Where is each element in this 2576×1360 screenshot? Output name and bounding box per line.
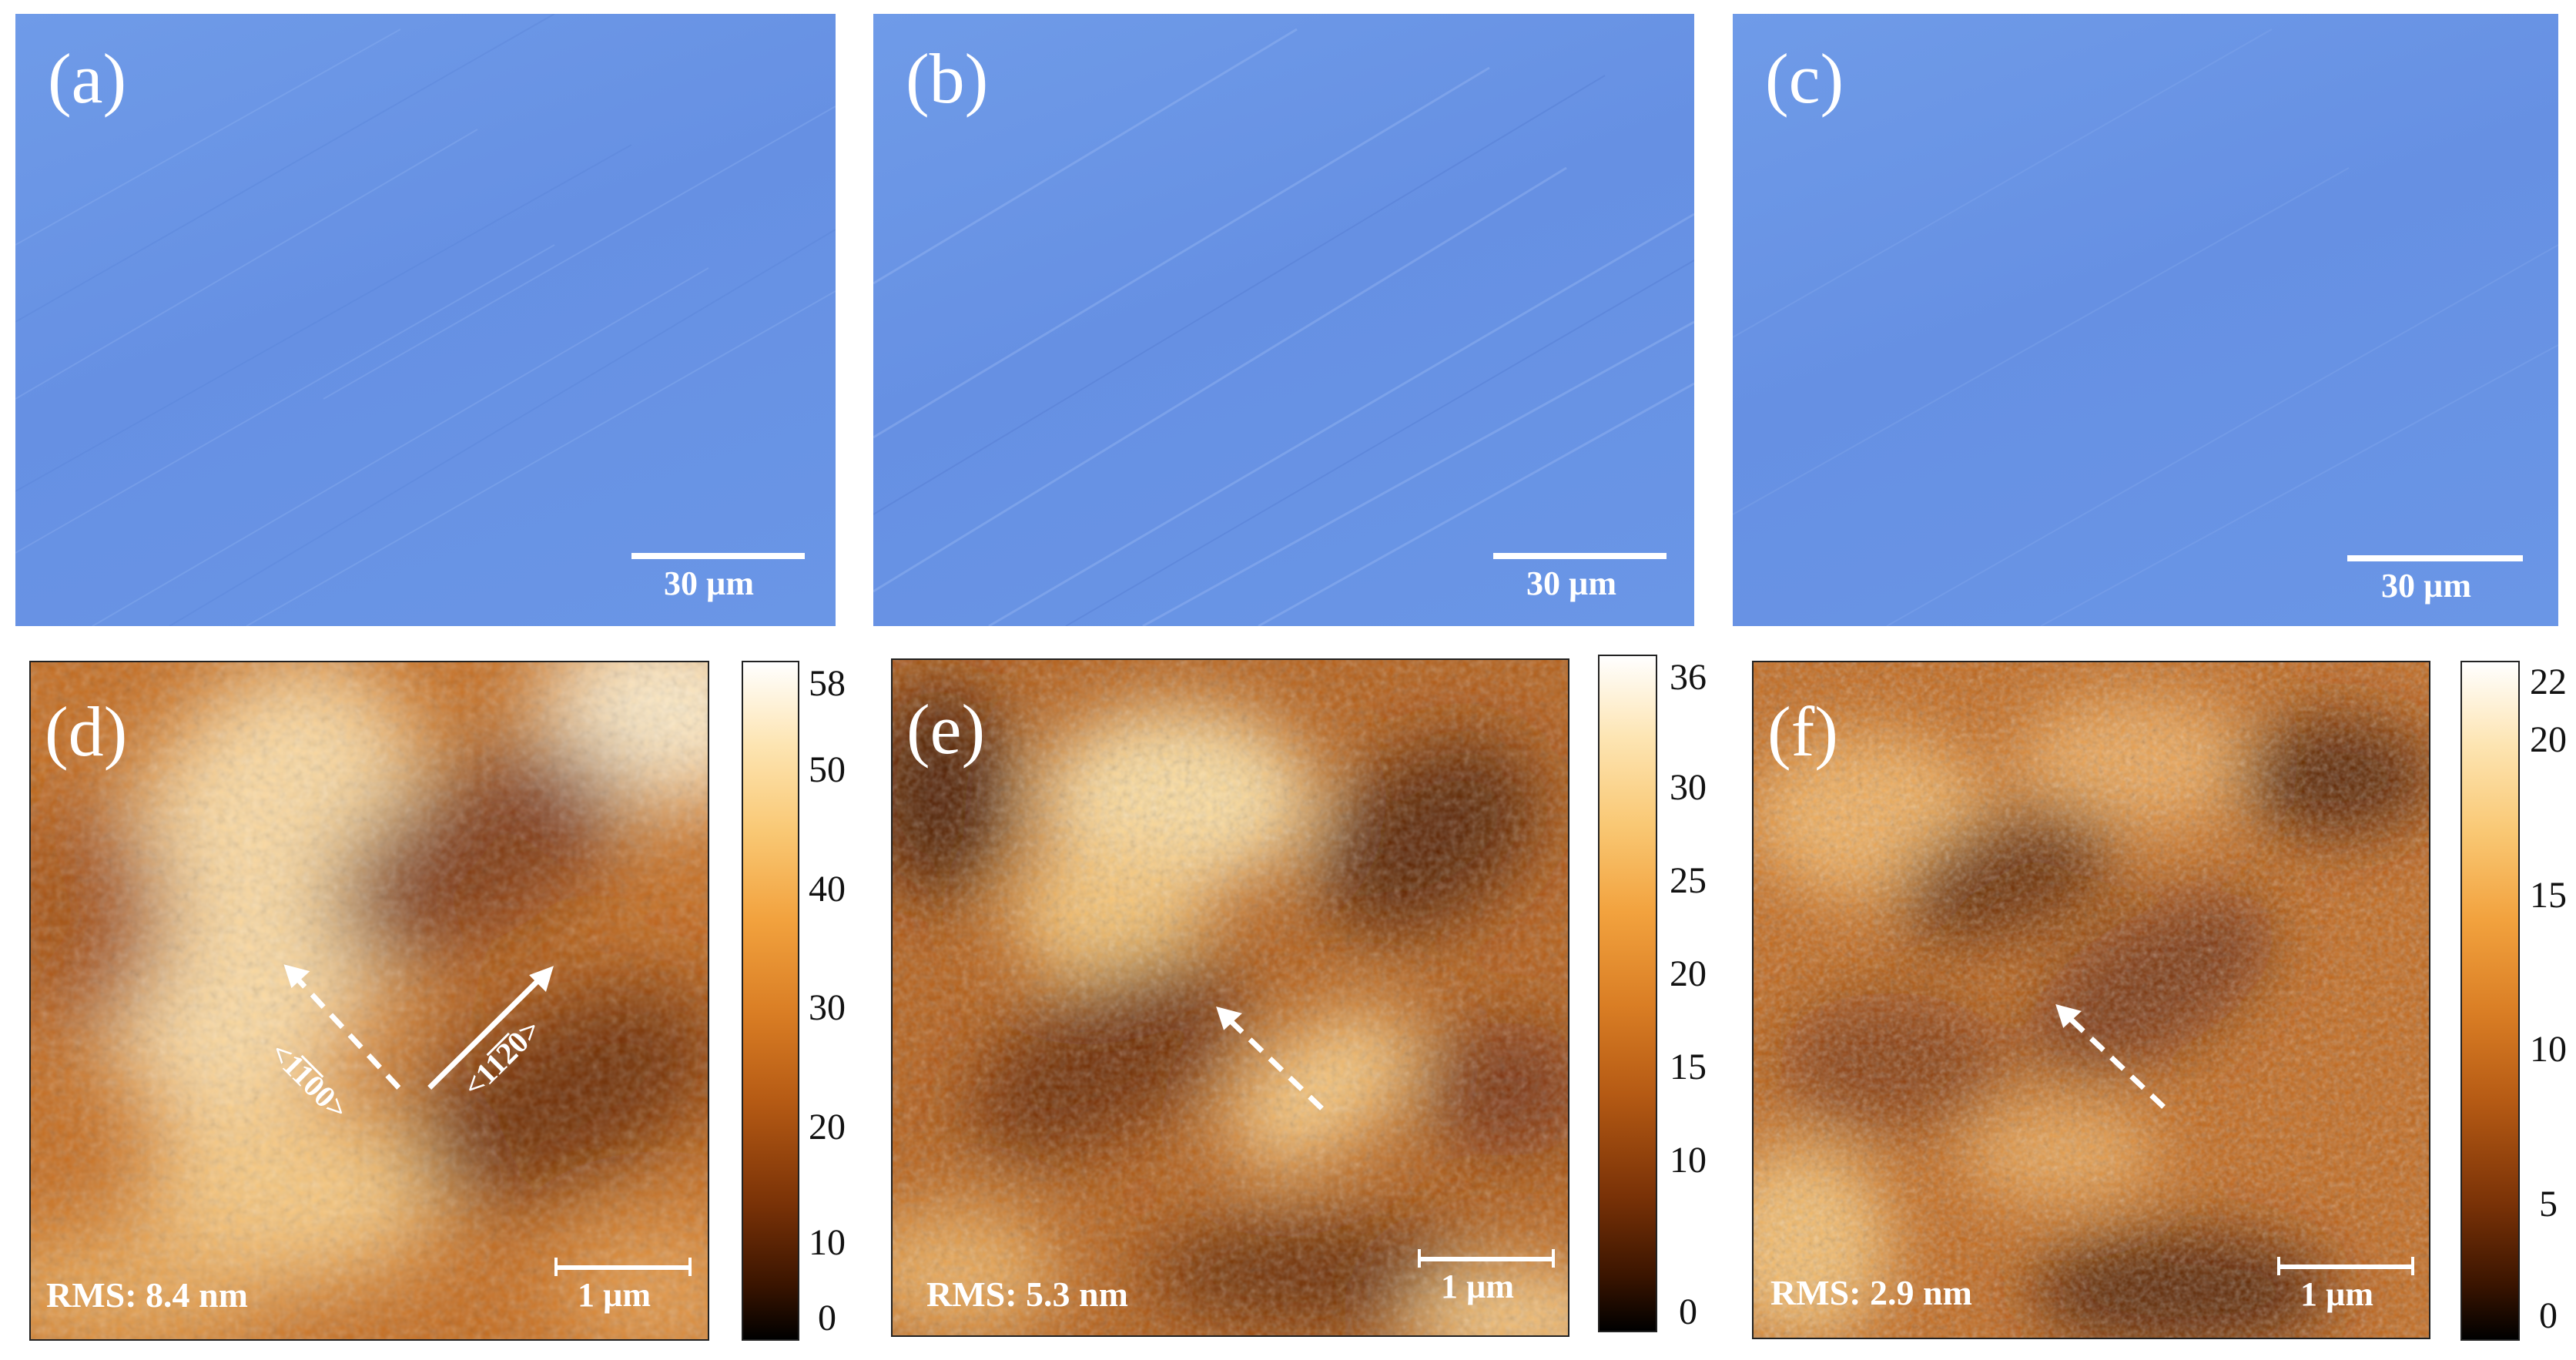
scale-bar-label: 30 µm [1526,564,1617,602]
scale-bar-label: 1 µm [578,1276,652,1314]
colorbar-tick: 15 [2530,875,2567,916]
orientation-arrow [1216,1006,1324,1110]
panel-label-c: (c) [1765,39,1844,118]
scale-bar [554,1265,692,1270]
scale-bar-cap-left [554,1258,558,1276]
colorbar-tick: 40 [809,869,846,909]
colorbar-tick: 5 [2539,1184,2558,1224]
colorbar-tick: 0 [2539,1295,2558,1336]
scale-bar-cap-right [1552,1249,1555,1268]
scale-bar [631,553,805,559]
colorbar-tick: 22 [2530,662,2567,702]
colorbar-tick: 58 [809,663,846,704]
colorbar-tick: 30 [1670,767,1707,808]
optical-texture [15,14,836,626]
scale-bar-label: 1 µm [1441,1268,1515,1305]
colorbar-tick: 50 [809,749,846,790]
colorbar-tick: 20 [2530,719,2567,760]
colorbar-tick: 15 [1670,1047,1707,1087]
optical-image-c: (c) 30 µm [1733,14,2558,626]
scale-bar [2347,555,2523,561]
scale-bar-cap-right [2411,1257,2414,1275]
afm-height-map [893,660,1568,1335]
rms-label: RMS: 8.4 nm [46,1275,248,1315]
optical-image-a: (a) 30 µm [15,14,836,626]
afm-image-d: <1̅1̅00> <11̅2̅0> (d) RMS: 8.4 nm 1 µm [29,661,709,1341]
colorbar-tick: 20 [809,1107,846,1147]
optical-image-b: (b) 30 µm [873,14,1694,626]
scale-bar-cap-right [688,1258,692,1276]
scale-bar-label: 30 µm [2381,567,2472,605]
panel-label-d: (d) [45,692,128,771]
afm-height-map [31,662,708,1339]
colorbar-tick: 0 [1679,1291,1697,1332]
scale-bar-cap-left [1418,1249,1421,1268]
optical-texture [1733,28,2558,626]
panel-label-e: (e) [906,690,986,769]
colorbar-tick: 36 [1670,657,1707,698]
colorbar-tick: 10 [1670,1140,1707,1181]
afm-image-e: (e) RMS: 5.3 nm 1 µm [891,658,1569,1337]
colorbar-tick: 25 [1670,860,1707,901]
scale-bar [2277,1265,2414,1269]
colorbar-tick: 20 [1670,953,1707,994]
panel-label-a: (a) [48,39,127,118]
optical-texture [873,28,1694,626]
rms-label: RMS: 2.9 nm [1770,1273,1972,1312]
orientation-arrows [283,964,554,1090]
afm-image-f: (f) RMS: 2.9 nm 1 µm [1752,661,2430,1339]
scale-bar [1418,1257,1555,1261]
scale-bar [1493,553,1667,559]
colorbar-d [742,661,799,1341]
colorbar-f [2460,661,2520,1341]
colorbar-tick: 0 [818,1298,836,1338]
colorbar-tick: 10 [809,1222,846,1263]
panel-label-f: (f) [1767,692,1838,771]
scale-bar-cap-left [2277,1257,2280,1275]
scale-bar-label: 30 µm [664,564,755,602]
colorbar-tick: 30 [809,987,846,1028]
colorbar-tick: 10 [2530,1029,2567,1070]
rms-label: RMS: 5.3 nm [926,1275,1128,1314]
scale-bar-label: 1 µm [2300,1275,2374,1313]
panel-label-b: (b) [906,39,989,118]
orientation-arrow [2055,1003,2166,1109]
afm-height-map [1754,662,2429,1338]
colorbar-e [1598,655,1657,1332]
